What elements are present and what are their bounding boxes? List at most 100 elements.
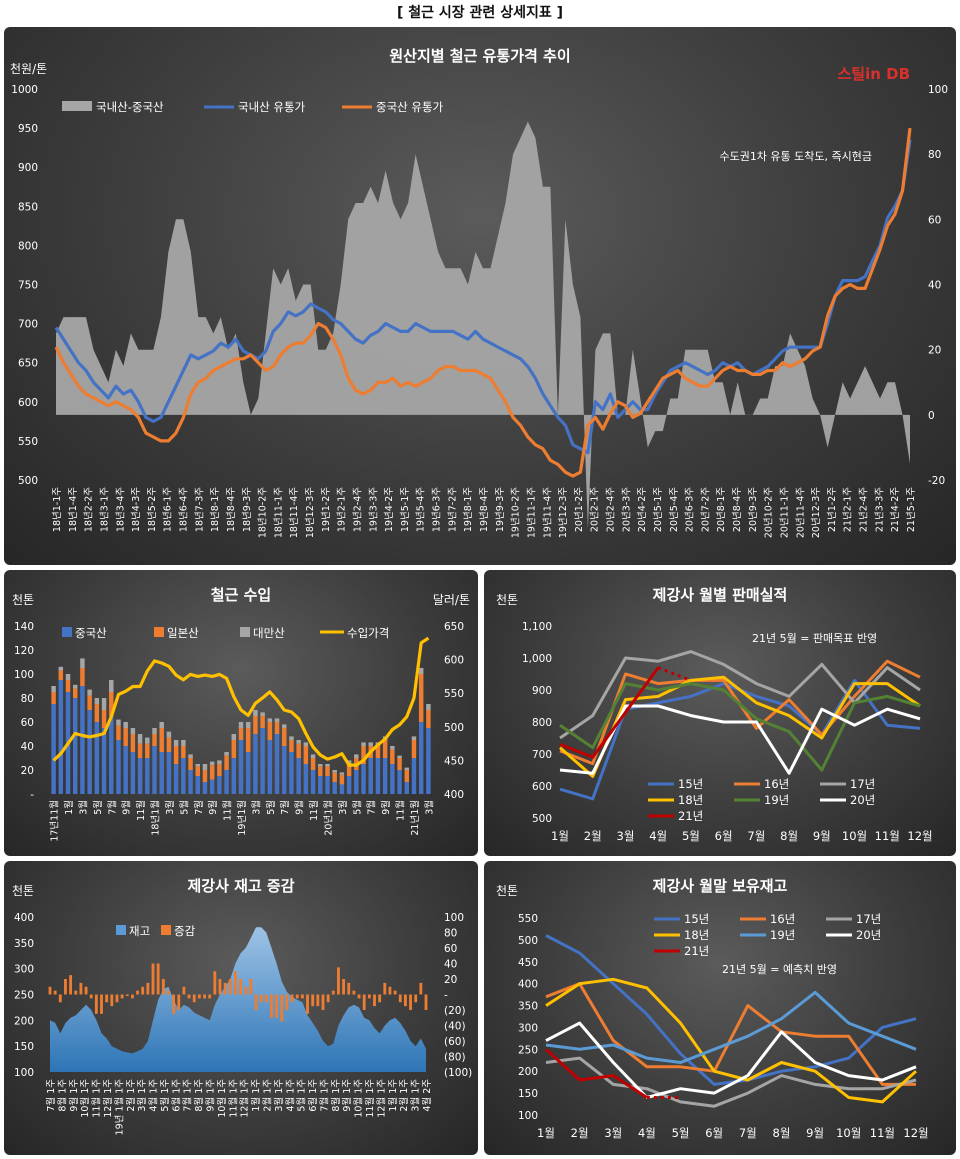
- bar-change: [414, 994, 418, 1003]
- series-line-20: [545, 1021, 917, 1099]
- bar-change: [192, 994, 196, 1003]
- bar-taiwanese: [87, 689, 92, 696]
- bar-taiwanese: [318, 764, 323, 767]
- series-line-import-price: [52, 636, 430, 767]
- x-tick-label: 7월: [366, 800, 378, 815]
- bar-japanese: [109, 692, 114, 716]
- legend-label: 일본산: [167, 626, 199, 640]
- legend-label: 20년: [856, 928, 881, 942]
- y-tick-label: 140: [14, 621, 34, 633]
- x-tick-label: 2월 1주: [125, 1079, 137, 1112]
- bar-taiwanese: [289, 736, 294, 740]
- bar-japanese: [87, 695, 92, 710]
- x-tick-label: 7월: [279, 800, 291, 815]
- bar-japanese: [152, 734, 157, 746]
- bar-taiwanese: [390, 746, 395, 750]
- x-tick-label: 10월: [836, 1126, 861, 1140]
- bar-change: [326, 994, 330, 1003]
- bar-chinese: [202, 782, 208, 794]
- y2-tick-label: 80: [444, 928, 457, 940]
- y-tick-label: 250: [518, 1044, 538, 1056]
- x-tick-label: 6월: [715, 829, 733, 843]
- x-tick-label: 3월: [77, 800, 89, 815]
- bar-japanese: [145, 743, 150, 758]
- bar-taiwanese: [181, 740, 186, 746]
- y-tick-label: 400: [518, 979, 538, 991]
- legend-label: 16년: [770, 912, 795, 926]
- bar-taiwanese: [65, 674, 71, 680]
- bar-chinese: [137, 758, 143, 794]
- bar-taiwanese: [166, 731, 172, 738]
- bar-change: [295, 994, 299, 999]
- bar-taiwanese: [296, 740, 301, 744]
- series-line-chinese-price: [54, 127, 912, 478]
- x-tick-label: 11월: [222, 800, 234, 821]
- bar-chinese: [325, 776, 330, 794]
- x-tick-label: 4월: [649, 829, 667, 843]
- y2-tick-label: -20: [928, 475, 945, 487]
- bar-taiwanese: [238, 722, 244, 728]
- bar-change: [146, 982, 150, 995]
- x-tick-label: 19년8-1주: [463, 487, 474, 532]
- y-tick-label: 450: [518, 957, 538, 969]
- x-tick-label: 8월: [773, 1126, 791, 1140]
- bar-change: [331, 990, 335, 995]
- chart-title: 제강사 월별 판매실적: [653, 586, 788, 604]
- bar-change: [208, 994, 212, 999]
- bar-change: [275, 994, 279, 1018]
- bar-chinese: [94, 722, 100, 794]
- y-tick-label: 700: [532, 749, 552, 761]
- bar-taiwanese: [354, 754, 359, 758]
- x-tick-label: 18년6-1주: [163, 487, 174, 532]
- x-tick-label: 18년11-1주: [273, 487, 284, 538]
- y-tick-label: 80: [21, 693, 34, 705]
- bar-chinese: [310, 770, 316, 794]
- legend-label: 15년: [678, 777, 703, 791]
- price-trend-chart-panel: 원산지별 철근 유통가격 추이 스틸in DB 천원/톤 1000 950 900 850 8…: [4, 27, 956, 565]
- bar-chinese: [267, 740, 273, 794]
- chart-title: 원산지별 철근 유통가격 추이: [389, 47, 570, 65]
- bar-change: [89, 994, 93, 999]
- bar-japanese: [418, 674, 424, 722]
- y-axis-unit-label: 천톤: [12, 592, 34, 607]
- legend-label: 20년: [850, 793, 875, 807]
- y-tick-label: 120: [14, 645, 34, 657]
- bar-japanese: [123, 728, 128, 746]
- bar-taiwanese: [51, 686, 56, 692]
- y-tick-label: 600: [532, 781, 552, 793]
- series-line-17: [545, 1056, 917, 1108]
- bar-taiwanese: [426, 704, 431, 710]
- bar-japanese: [58, 670, 64, 680]
- legend-swatch: [154, 627, 164, 637]
- y-tick-label: 300: [518, 1022, 538, 1034]
- x-tick-label: 19년2-1주: [337, 487, 348, 532]
- bar-japanese: [224, 755, 229, 770]
- x-tick-label: 12월 1주: [375, 1079, 387, 1118]
- y-tick-label: 800: [18, 240, 38, 252]
- bar-japanese: [173, 746, 179, 764]
- bar-taiwanese: [72, 684, 78, 689]
- x-tick-label: 5월: [265, 800, 277, 815]
- month-end-stock-chart-panel: 제강사 월말 보유재고 천톤 550 500 450 400 350 300 250 200 150…: [484, 861, 956, 1155]
- x-tick-label: 9월: [121, 800, 133, 815]
- bar-japanese: [274, 722, 280, 734]
- bar-change: [388, 986, 392, 995]
- x-tick-label: 18년12-3주: [305, 487, 316, 538]
- bar-taiwanese: [411, 736, 417, 740]
- bar-chinese: [209, 779, 215, 794]
- x-tick-label: 11월: [875, 829, 900, 843]
- x-tick-label: 18년6-4주: [179, 487, 190, 532]
- y-tick-label: 500: [532, 813, 552, 825]
- bar-change: [151, 963, 155, 995]
- bar-japanese: [181, 746, 186, 758]
- bar-taiwanese: [361, 742, 366, 746]
- y2-tick-label: 500: [444, 722, 464, 734]
- x-tick-label: 19년8-4주: [479, 487, 490, 532]
- bar-taiwanese: [418, 668, 424, 674]
- bar-japanese: [101, 710, 107, 728]
- x-tick-label: 6월 1주: [170, 1079, 182, 1112]
- y-tick-label: 1,100: [522, 621, 552, 633]
- y2-tick-label: 600: [444, 655, 464, 667]
- bar-chinese: [101, 728, 107, 794]
- bar-japanese: [72, 688, 78, 698]
